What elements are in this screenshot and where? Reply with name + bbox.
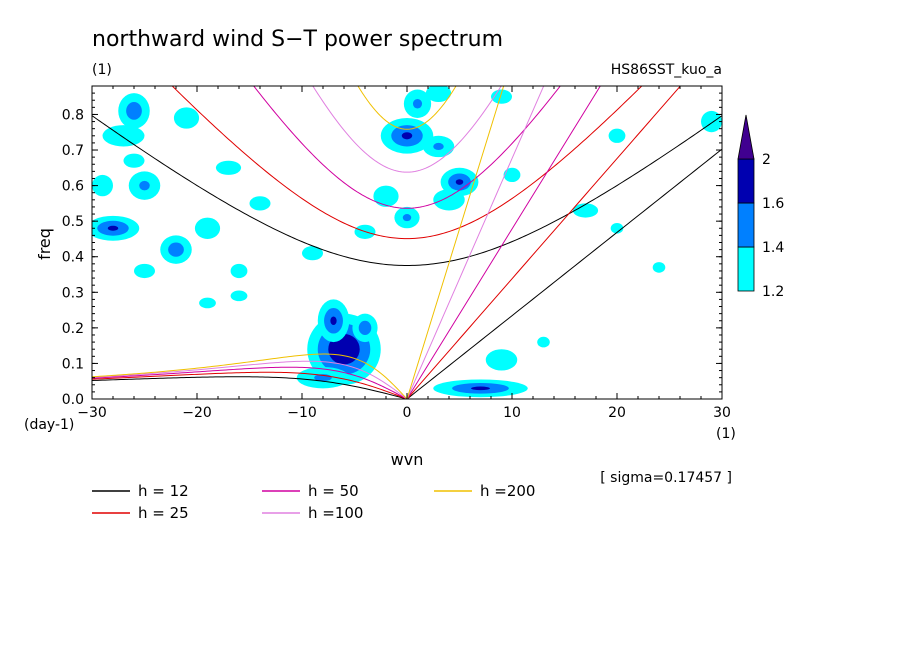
kelvin-curve-h12	[406, 148, 722, 399]
colorbar-segment-1	[737, 202, 755, 248]
power-blob-20-level-0	[173, 107, 200, 129]
rossby-curve-h200	[92, 353, 408, 399]
power-blob-33-level-0	[302, 246, 323, 261]
power-blob-16-level-2	[107, 225, 119, 231]
kelvin-curve-h100	[406, 86, 545, 399]
power-blob-26-level-0	[249, 196, 271, 211]
chart-subtitle-right: HS86SST_kuo_a	[611, 62, 722, 78]
colorbar-segment-0	[737, 246, 755, 292]
power-blob-1-level-2	[330, 316, 337, 326]
ig-curve-h100	[312, 86, 502, 173]
chart-title: northward wind S−T power spectrum	[92, 27, 503, 52]
legend-label-h25: h = 25	[138, 504, 189, 522]
power-blob-25-level-0	[134, 263, 155, 279]
ig-curve-h50	[253, 86, 561, 209]
power-blob-29-level-0	[503, 167, 521, 183]
ig-curve-h200	[357, 86, 457, 130]
power-blob-22-level-0	[230, 263, 248, 279]
power-blob-13-level-1	[126, 102, 142, 120]
x-tick-label: 10	[503, 405, 521, 421]
power-blob-9-level-2	[455, 179, 464, 185]
y-tick-label: 0.2	[62, 321, 84, 337]
power-blob-11-level-1	[402, 214, 412, 222]
power-blob-18-level-0	[194, 217, 221, 239]
axis-ticks: −30 −20 −10 0 10 20 30 0.0 0.1 0.2 0.3 0.4 0.5 0.6 0.7…	[62, 85, 731, 421]
power-blob-34-level-0	[537, 336, 550, 348]
power-blob-14-level-0	[102, 125, 145, 147]
power-blob-5-level-0	[485, 349, 518, 371]
legend-label-h200: h =200	[480, 482, 535, 500]
rossby-curve-h50	[92, 366, 408, 399]
rossby-curve-h12	[92, 376, 408, 399]
power-blob-24-level-0	[199, 297, 216, 309]
colorbar-segment-2	[737, 158, 755, 204]
colorbar-top-arrow	[737, 114, 755, 160]
rossby-curve-h100	[92, 360, 408, 399]
legend: h = 12 h = 25 h = 50 h =100 h =200	[92, 482, 535, 522]
power-blob-10-level-0	[433, 189, 465, 211]
x-tick-label: −20	[182, 405, 212, 421]
power-blob-12-level-0	[373, 185, 399, 207]
y-tick-label: 0.3	[62, 285, 84, 301]
x-tick-label: 0	[403, 405, 412, 421]
y-tick-label: 0.6	[62, 179, 84, 195]
y-tick-label: 0.7	[62, 143, 84, 159]
legend-label-h100: h =100	[308, 504, 363, 522]
x-tick-label: 30	[713, 405, 731, 421]
x-unit-label: (1)	[716, 426, 736, 442]
dispersion-curves	[92, 86, 722, 399]
power-blob-17-level-1	[168, 242, 184, 257]
x-tick-label: 20	[608, 405, 626, 421]
power-blob-21-level-0	[215, 160, 242, 175]
legend-label-h50: h = 50	[308, 482, 359, 500]
power-blob-7-level-1	[412, 99, 423, 109]
power-blob-27-level-0	[425, 86, 452, 103]
y-tick-label: 0.1	[62, 356, 84, 372]
power-blob-32-level-0	[608, 128, 626, 143]
kelvin-curve-h50	[406, 86, 601, 399]
y-tick-label: 0.8	[62, 107, 84, 123]
x-tick-label: −30	[77, 405, 107, 421]
power-blob-4-level-2	[471, 386, 490, 391]
power-blob-30-level-0	[572, 203, 599, 218]
colorbar-label: 2	[762, 152, 771, 168]
power-blob-19-level-0	[123, 153, 145, 168]
power-blob-23-level-0	[230, 290, 248, 302]
y-tick-label: 0.4	[62, 250, 84, 266]
colorbar-label: 1.6	[762, 196, 784, 212]
legend-label-h12: h = 12	[138, 482, 189, 500]
power-blob-6-level-2	[401, 132, 413, 140]
y-axis-label: freq	[35, 228, 54, 260]
x-tick-label: −10	[287, 405, 317, 421]
power-blob-15-level-1	[139, 180, 150, 191]
y-tick-label: 0.5	[62, 214, 84, 230]
colorbar-label: 1.2	[762, 284, 784, 300]
colorbar-label: 1.4	[762, 240, 784, 256]
y-tick-label: 0.0	[62, 392, 84, 408]
colorbar: 1.2 1.4 1.6 2	[737, 114, 784, 300]
power-blob-37-level-0	[652, 262, 666, 273]
sigma-note: [ sigma=0.17457 ]	[600, 470, 732, 486]
kelvin-curve-h200	[406, 86, 505, 399]
x-axis-label: wvn	[391, 450, 424, 469]
chart-subtitle-left: (1)	[92, 62, 112, 78]
rossby-curve-h25	[92, 371, 408, 399]
power-blob-2-level-1	[358, 320, 372, 335]
power-blob-36-level-0	[610, 222, 624, 234]
ig-curve-h25	[171, 86, 643, 240]
ig-curve-h12	[92, 115, 722, 266]
kelvin-curve-h25	[406, 86, 682, 399]
power-contours	[92, 86, 722, 398]
y-unit-label: (day-1)	[24, 417, 74, 433]
power-blob-8-level-1	[433, 142, 444, 151]
power-blob-38-level-0	[92, 174, 113, 197]
